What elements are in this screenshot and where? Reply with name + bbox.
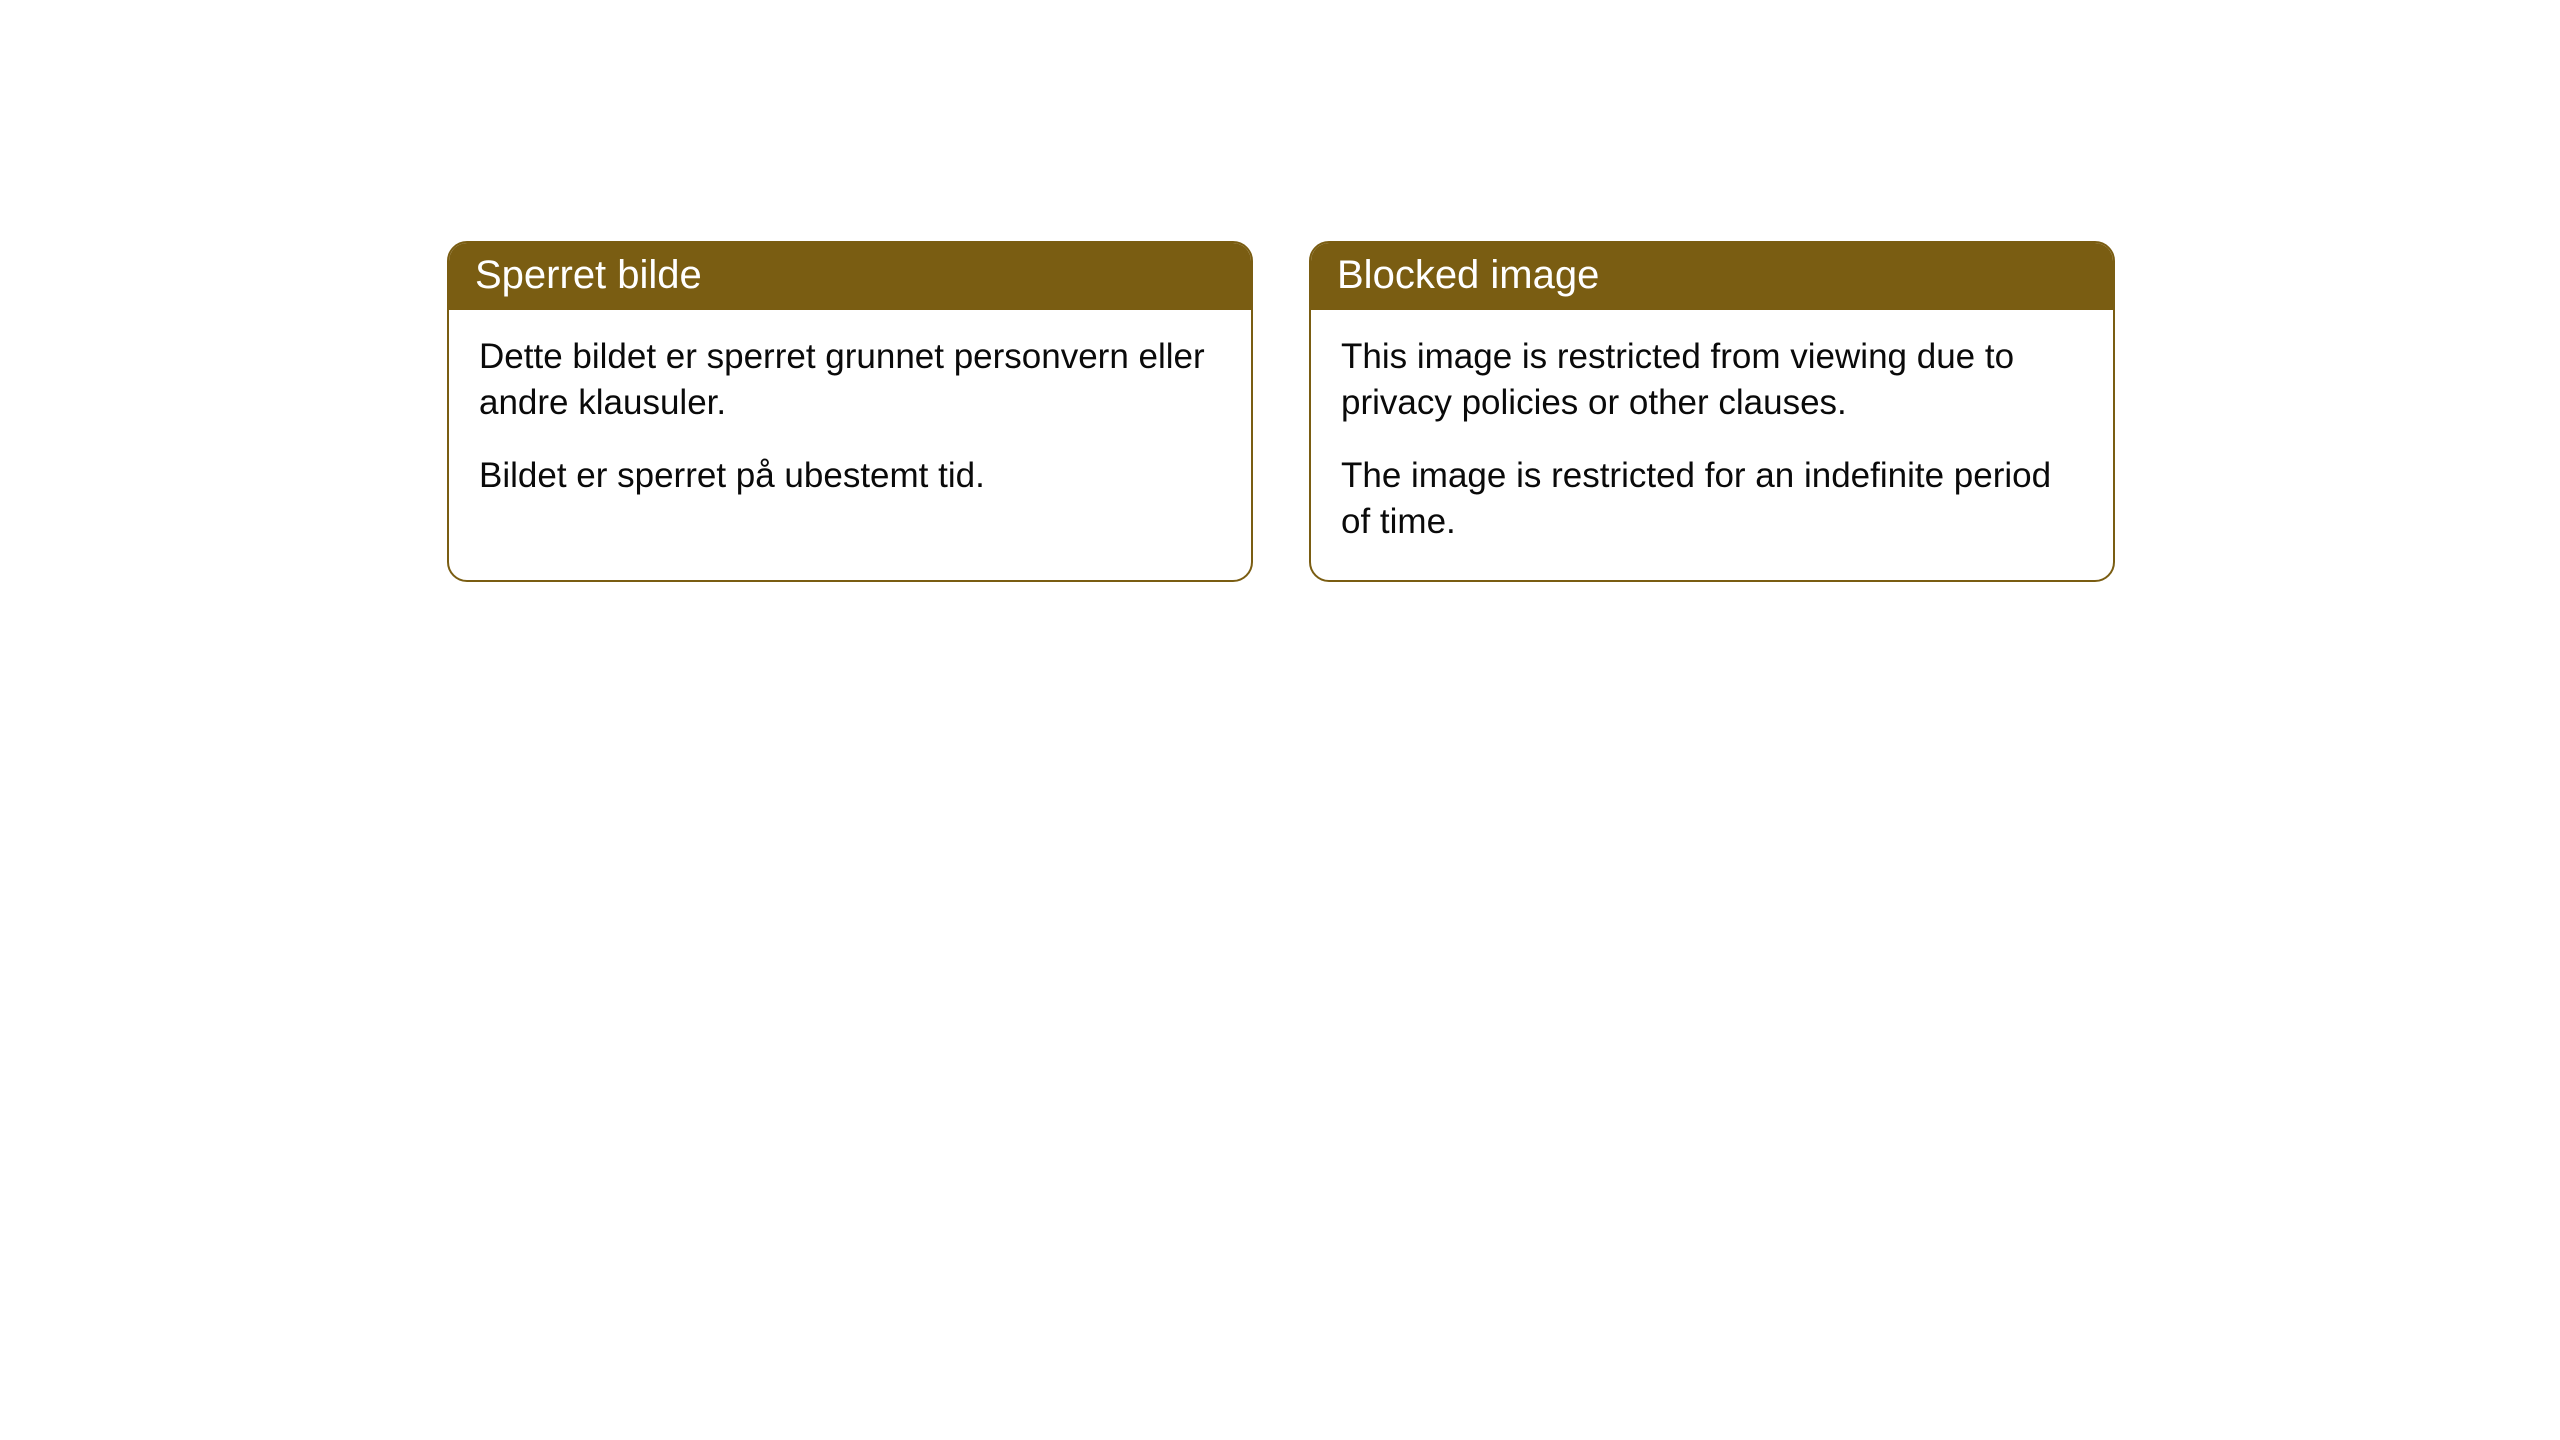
card-text-p2: Bildet er sperret på ubestemt tid. [479, 453, 1221, 499]
card-header-english: Blocked image [1311, 243, 2113, 310]
blocked-image-card-norwegian: Sperret bilde Dette bildet er sperret gr… [447, 241, 1253, 582]
card-text-p1: This image is restricted from viewing du… [1341, 334, 2083, 425]
card-body-norwegian: Dette bildet er sperret grunnet personve… [449, 310, 1251, 535]
blocked-image-card-english: Blocked image This image is restricted f… [1309, 241, 2115, 582]
notice-container: Sperret bilde Dette bildet er sperret gr… [0, 0, 2560, 582]
card-text-p1: Dette bildet er sperret grunnet personve… [479, 334, 1221, 425]
card-title: Sperret bilde [475, 253, 702, 297]
card-header-norwegian: Sperret bilde [449, 243, 1251, 310]
card-text-p2: The image is restricted for an indefinit… [1341, 453, 2083, 544]
card-body-english: This image is restricted from viewing du… [1311, 310, 2113, 580]
card-title: Blocked image [1337, 253, 1599, 297]
